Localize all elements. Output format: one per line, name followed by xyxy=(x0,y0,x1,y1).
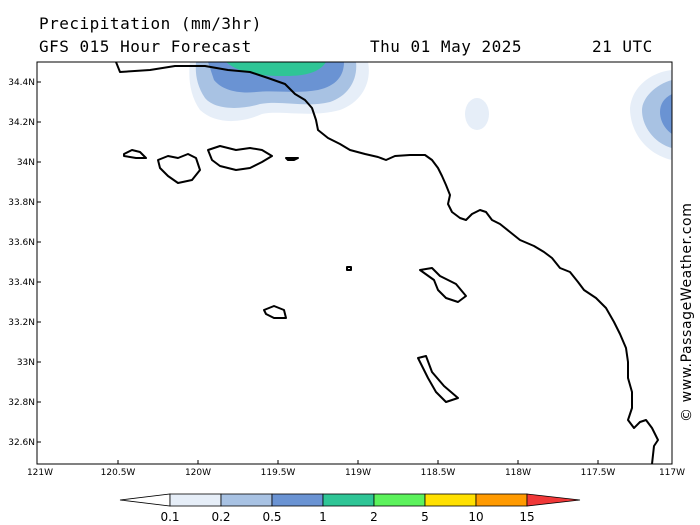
legend-tick: 0.5 xyxy=(262,510,281,524)
legend-tick: 15 xyxy=(519,510,534,524)
island-santa-barbara xyxy=(346,266,352,271)
island-san-nicolas xyxy=(263,305,287,319)
lon-label: 121W xyxy=(27,468,53,478)
legend-tick: 0.1 xyxy=(160,510,179,524)
lon-label: 117W xyxy=(659,468,685,478)
site-credit: © www.PassageWeather.com xyxy=(679,202,695,422)
latitude-axis xyxy=(37,81,41,443)
island-santa-cruz xyxy=(207,145,273,171)
lon-label: 117.5W xyxy=(581,468,616,478)
lat-label: 33.6N xyxy=(8,238,35,248)
lon-label: 120.5W xyxy=(101,468,136,478)
precipitation-layer xyxy=(189,62,672,160)
lon-label: 118W xyxy=(505,468,531,478)
legend-swatch xyxy=(373,493,426,507)
forecast-subtitle: GFS 015 Hour Forecast xyxy=(39,37,252,56)
legend-swatch xyxy=(271,493,324,507)
legend-triangle-high xyxy=(526,493,581,507)
lat-label: 33N xyxy=(17,358,35,368)
forecast-time: 21 UTC xyxy=(592,37,653,56)
mainland-coastline xyxy=(115,61,659,465)
coastline-layer xyxy=(115,61,659,465)
legend-tick: 1 xyxy=(319,510,327,524)
lat-label: 32.8N xyxy=(8,398,35,408)
longitude-labels: 121W 120.5W 120W 119.5W 119W 118.5W 118W… xyxy=(27,468,685,478)
lat-label: 33.8N xyxy=(8,198,35,208)
legend-tick: 5 xyxy=(421,510,429,524)
lat-label: 34.4N xyxy=(8,78,35,88)
lat-label: 34.2N xyxy=(8,118,35,128)
lat-label: 33.4N xyxy=(8,278,35,288)
island-santa-rosa xyxy=(157,153,201,184)
legend-swatch xyxy=(220,493,273,507)
lon-label: 120W xyxy=(185,468,211,478)
legend-swatch xyxy=(424,493,477,507)
precip-area-east-mid xyxy=(642,80,672,148)
island-san-miguel xyxy=(123,149,147,159)
island-san-clemente xyxy=(417,355,459,403)
legend-swatch xyxy=(322,493,375,507)
legend-tick: 2 xyxy=(370,510,378,524)
legend-ticks: 0.1 0.2 0.5 1 2 5 10 15 xyxy=(160,510,534,524)
lat-label: 32.6N xyxy=(8,438,35,448)
legend-colorbar xyxy=(119,493,581,507)
map-frame xyxy=(36,61,673,465)
island-catalina xyxy=(419,267,467,303)
island-anacapa xyxy=(285,157,299,161)
legend-swatch xyxy=(169,493,222,507)
precip-area-east-core xyxy=(660,94,672,134)
lon-label: 119.5W xyxy=(261,468,296,478)
latitude-labels: 34.4N 34.2N 34N 33.8N 33.6N 33.4N 33.2N … xyxy=(8,78,35,448)
lat-label: 34N xyxy=(17,158,35,168)
precip-area-small xyxy=(465,98,489,130)
map-title: Precipitation (mm/3hr) xyxy=(39,14,262,33)
forecast-date: Thu 01 May 2025 xyxy=(370,37,522,56)
legend-swatch xyxy=(475,493,528,507)
lat-label: 33.2N xyxy=(8,318,35,328)
longitude-axis xyxy=(117,460,599,464)
lon-label: 119W xyxy=(345,468,371,478)
legend-triangle-low xyxy=(119,493,171,507)
legend-tick: 10 xyxy=(468,510,483,524)
lon-label: 118.5W xyxy=(421,468,456,478)
legend-tick: 0.2 xyxy=(211,510,230,524)
